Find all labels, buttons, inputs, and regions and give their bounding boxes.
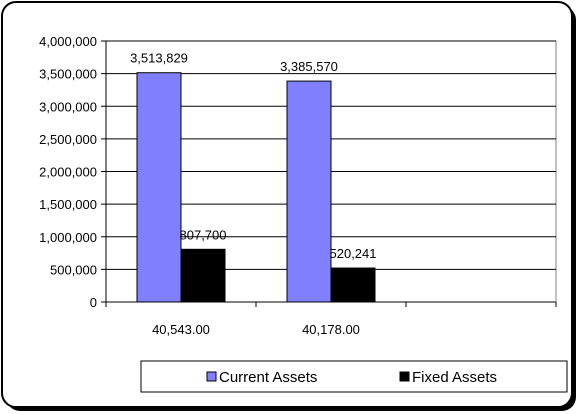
y-tick-label: 4,000,000: [39, 34, 97, 49]
bar-fixed-assets: [180, 248, 226, 303]
legend-swatch-current-assets: [206, 371, 217, 382]
bar-fixed-assets: [330, 267, 376, 303]
bar-current-assets: [286, 80, 332, 303]
legend: Current Assets Fixed Assets: [140, 360, 568, 393]
y-tick-label: 3,000,000: [39, 99, 97, 114]
y-tick-label: 1,000,000: [39, 230, 97, 245]
data-label: 520,241: [330, 246, 377, 261]
data-label: 807,700: [180, 227, 227, 242]
y-axis: 0 500,000 1,000,000 1,500,000 2,000,000 2,500…: [39, 34, 107, 310]
legend-label-fixed-assets: Fixed Assets: [412, 369, 497, 386]
y-tick-label: 2,500,000: [39, 132, 97, 147]
bars: [136, 72, 376, 303]
data-label: 3,513,829: [130, 51, 188, 66]
legend-box: [140, 360, 568, 393]
legend-label-current-assets: Current Assets: [219, 369, 317, 386]
data-label: 3,385,570: [280, 59, 338, 74]
y-tick-label: 3,500,000: [39, 67, 97, 82]
data-labels: 3,513,829 3,385,570 807,700 520,241: [130, 51, 376, 261]
y-tick-label: 0: [90, 295, 97, 310]
y-tick-label: 500,000: [50, 262, 97, 277]
y-tick-label: 2,000,000: [39, 165, 97, 180]
legend-swatch-fixed-assets: [399, 371, 410, 382]
y-tick-label: 1,500,000: [39, 197, 97, 212]
bar-current-assets: [136, 72, 182, 303]
x-tick-label: 40,543.00: [152, 322, 210, 337]
x-tick-label: 40,178.00: [302, 322, 360, 337]
